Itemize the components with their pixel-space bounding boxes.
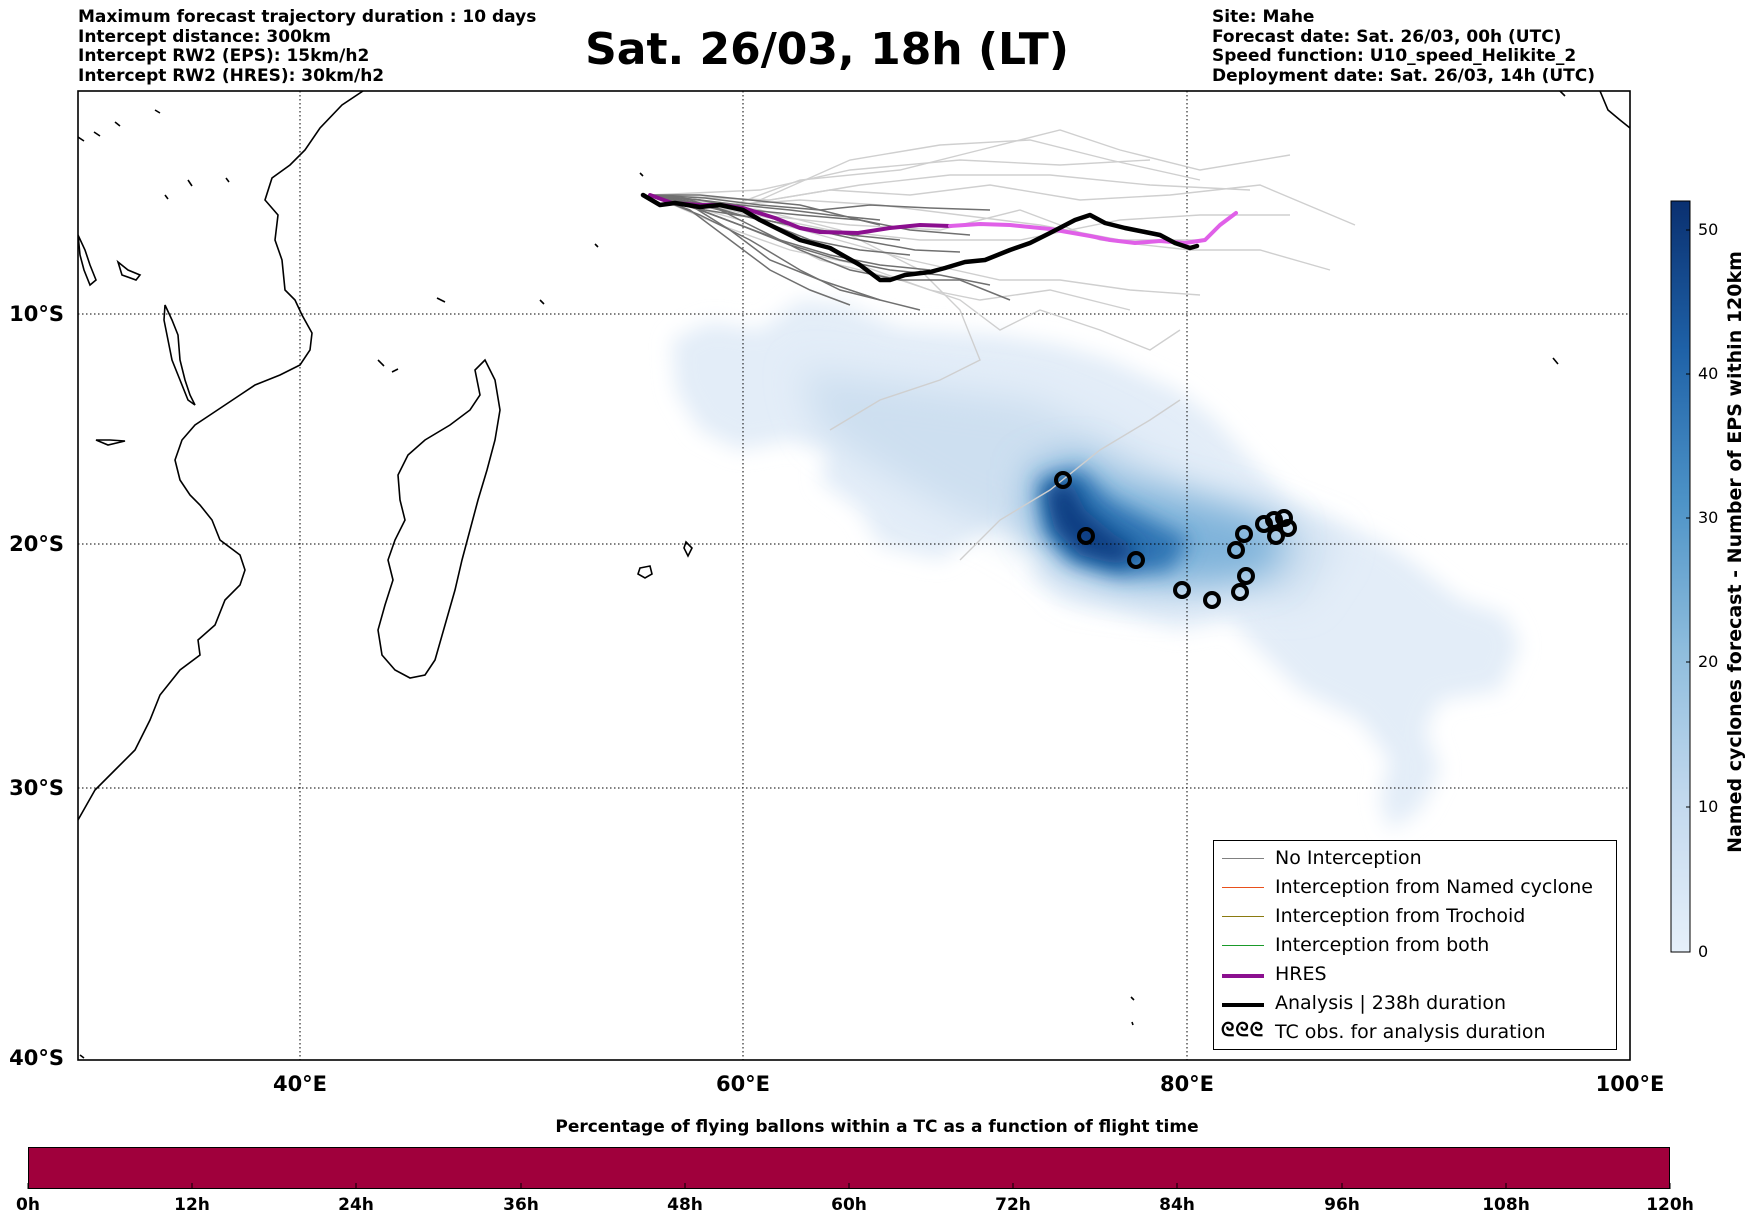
colorbar-tick-20: 20 [1698,652,1719,671]
param-rw2-eps: Intercept RW2 (EPS): 15km/h2 [78,46,370,66]
colorbar-tick-50: 50 [1698,220,1719,239]
legend-item-hres: HRES [1214,961,1616,989]
colorbar-tick-10: 10 [1698,797,1719,816]
hres-track-extension [948,211,1238,245]
speed-function: Speed function: U10_speed_Helikite_2 [1212,46,1577,66]
map-frame [77,90,1631,1061]
colorbar-tick-30: 30 [1698,508,1719,527]
legend: No Interception Interception from Named … [1213,840,1617,1050]
analysis-track [640,192,1200,283]
bar-tick-84h: 84h [1159,1195,1195,1215]
bar-tick-60h: 60h [831,1195,867,1215]
lat-label-40s: 40°S [9,1046,64,1070]
site-info: Site: Mahe Forecast date: Sat. 26/03, 00… [1212,7,1596,86]
bar-tick-72h: 72h [995,1195,1031,1215]
lat-label-30s: 30°S [9,776,64,800]
bar-tick-12h: 12h [174,1195,210,1215]
lon-label-100e: 100°E [1595,1072,1665,1096]
param-duration: Maximum forecast trajectory duration : 1… [78,7,537,27]
legend-item-tc-obs: ᘓᘓᘓ TC obs. for analysis duration [1214,1019,1616,1047]
chart-title-wrap: Sat. 26/03, 18h (LT) [0,24,1754,75]
param-rw2-hres: Intercept RW2 (HRES): 30km/h2 [78,65,385,86]
legend-item-analysis: Analysis | 238h duration [1214,990,1616,1018]
lon-label-60e: 60°E [715,1072,771,1096]
legend-swatch [1222,945,1264,946]
run-parameters: Maximum forecast trajectory duration : 1… [78,7,537,86]
legend-item-both: Interception from both [1214,932,1616,960]
legend-item-trochoid: Interception from Trochoid [1214,903,1616,931]
deployment-date: Deployment date: Sat. 26/03, 14h (UTC) [1212,65,1596,86]
tc-observations [1054,471,1297,609]
legend-swatch [1222,1003,1264,1007]
bar-tick-108h: 108h [1482,1195,1530,1215]
bar-tick-96h: 96h [1324,1195,1360,1215]
colorbar-tick-0: 0 [1698,942,1709,961]
colorbar [1670,200,1691,953]
chart-title: Sat. 26/03, 18h (LT) [585,24,1069,75]
graticule [78,91,1630,1060]
legend-label: No Interception [1275,847,1422,869]
legend-label: TC obs. for analysis duration [1275,1021,1546,1043]
colorbar-ticks [1686,229,1690,953]
site-name: Site: Mahe [1212,7,1315,27]
bottom-bar-title: Percentage of flying ballons within a TC… [555,1117,1199,1137]
lat-label-10s: 10°S [9,302,64,326]
lon-label-40e: 40°E [272,1072,328,1096]
legend-item-no-interception: No Interception [1214,845,1616,873]
legend-label: HRES [1275,963,1327,985]
bar-tick-48h: 48h [667,1195,703,1215]
legend-swatch [1222,887,1264,888]
bar-tick-24h: 24h [338,1195,374,1215]
coastlines [78,91,1630,1059]
lon-label-80e: 80°E [1159,1072,1215,1096]
legend-swatch [1222,974,1264,978]
colorbar-tick-40: 40 [1698,364,1719,383]
tc-symbol-icon: ᘓᘓᘓ [1221,1019,1265,1041]
legend-swatch [1222,916,1264,917]
legend-swatch [1222,858,1264,859]
legend-label: Interception from Named cyclone [1275,876,1593,898]
forecast-date: Forecast date: Sat. 26/03, 00h (UTC) [1212,26,1562,47]
bar-tick-36h: 36h [503,1195,539,1215]
bar-tick-0h: 0h [16,1195,40,1215]
cyclone-density-field [672,300,1520,830]
bar-tick-120h: 120h [1646,1195,1694,1215]
legend-label: Interception from both [1275,934,1490,956]
legend-item-named-cyclone: Interception from Named cyclone [1214,874,1616,902]
legend-label: Interception from Trochoid [1275,905,1526,927]
lat-label-20s: 20°S [9,532,64,556]
legend-label: Analysis | 238h duration [1275,992,1507,1014]
param-intercept-distance: Intercept distance: 300km [78,26,331,47]
